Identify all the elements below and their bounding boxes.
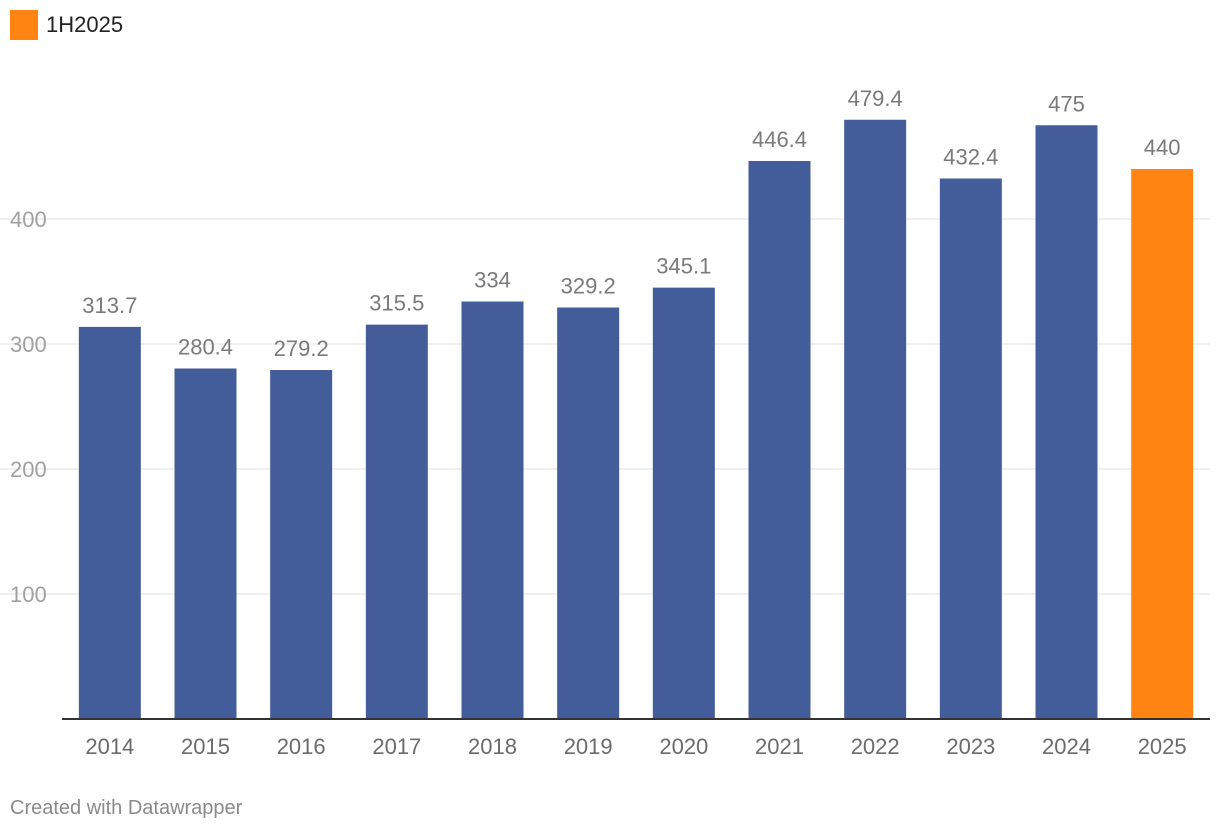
bar-chart: 100 200 300 400 313.7 2014 280.4 2015 279.2 2016 3… xyxy=(0,86,1210,759)
x-tick-label: 2016 xyxy=(277,734,326,759)
footer-credit: Created with Datawrapper xyxy=(10,797,243,819)
value-label: 479.4 xyxy=(848,86,903,111)
x-tick-label: 2015 xyxy=(181,734,230,759)
bar-2016 xyxy=(270,370,333,719)
x-tick-label: 2018 xyxy=(468,734,517,759)
bar-2015 xyxy=(174,368,237,719)
bar-2019 xyxy=(557,307,620,719)
bar-2021 xyxy=(748,161,811,719)
x-tick-label: 2019 xyxy=(564,734,613,759)
x-tick-label: 2014 xyxy=(85,734,134,759)
value-label: 280.4 xyxy=(178,335,233,360)
x-tick-label: 2022 xyxy=(851,734,900,759)
value-label: 315.5 xyxy=(369,291,424,316)
legend-swatch xyxy=(10,10,38,40)
value-label: 440 xyxy=(1144,135,1181,160)
value-label: 313.7 xyxy=(82,293,137,318)
value-label: 334 xyxy=(474,268,511,293)
y-tick-label: 400 xyxy=(10,207,47,232)
bar-2024 xyxy=(1035,125,1098,719)
legend-label: 1H2025 xyxy=(46,12,124,37)
y-tick-label: 100 xyxy=(10,582,47,607)
bar-2020 xyxy=(652,287,715,719)
value-label: 432.4 xyxy=(943,145,998,170)
value-label: 345.1 xyxy=(656,254,711,279)
bar-2014 xyxy=(78,326,141,719)
value-label: 279.2 xyxy=(274,336,329,361)
x-tick-label: 2017 xyxy=(372,734,421,759)
x-tick-label: 2021 xyxy=(755,734,804,759)
bar-2017 xyxy=(365,324,428,719)
x-tick-label: 2023 xyxy=(946,734,995,759)
x-tick-label: 2025 xyxy=(1138,734,1187,759)
y-tick-label: 300 xyxy=(10,332,47,357)
value-label: 446.4 xyxy=(752,127,807,152)
legend: 1H2025 xyxy=(10,10,123,40)
bar-2018 xyxy=(461,301,524,719)
bar-2022 xyxy=(844,119,907,719)
value-label: 329.2 xyxy=(561,274,616,299)
bar-2023 xyxy=(939,178,1002,719)
x-tick-label: 2020 xyxy=(659,734,708,759)
x-tick-label: 2024 xyxy=(1042,734,1091,759)
y-tick-label: 200 xyxy=(10,457,47,482)
bar-2025 xyxy=(1131,169,1194,719)
value-label: 475 xyxy=(1048,91,1085,116)
